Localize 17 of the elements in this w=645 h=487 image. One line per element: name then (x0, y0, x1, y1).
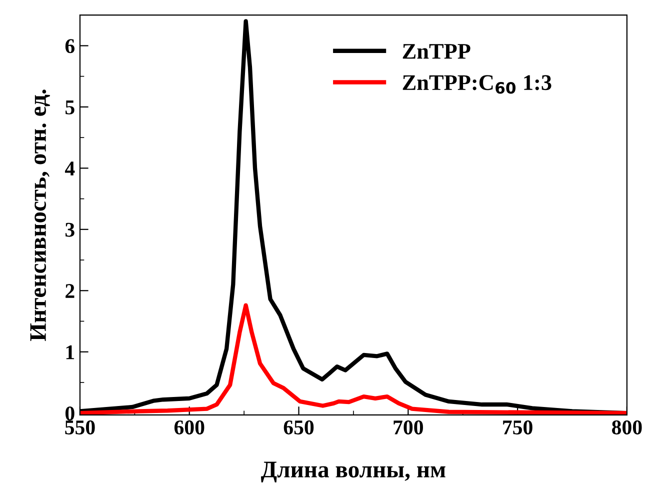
y-tick-label: 5 (66, 100, 74, 114)
y-tick-label: 2 (66, 284, 74, 298)
y-tick-label: 1 (66, 345, 74, 360)
x-axis-title: Длина волны, нм (260, 462, 446, 482)
x-tick-label: 800 (612, 420, 642, 434)
x-tick-label: 550 (65, 420, 95, 434)
x-tick-label: 600 (174, 420, 204, 434)
x-tick-label: 700 (394, 420, 423, 434)
y-tick-label: 4 (64, 162, 75, 176)
y-axis-title: Интенсивность, отн. ед. (30, 90, 50, 341)
y-tick-label: 6 (65, 39, 75, 54)
x-tick-label: 750 (503, 420, 532, 434)
y-tick-label: 3 (65, 222, 74, 237)
legend-label: ZnTPP (402, 44, 470, 59)
legend-label: ZnTPP:C$_{60}$ 1:3 (402, 75, 552, 94)
x-tick-label: 650 (284, 420, 314, 434)
y-tick-label: 0 (65, 406, 74, 421)
